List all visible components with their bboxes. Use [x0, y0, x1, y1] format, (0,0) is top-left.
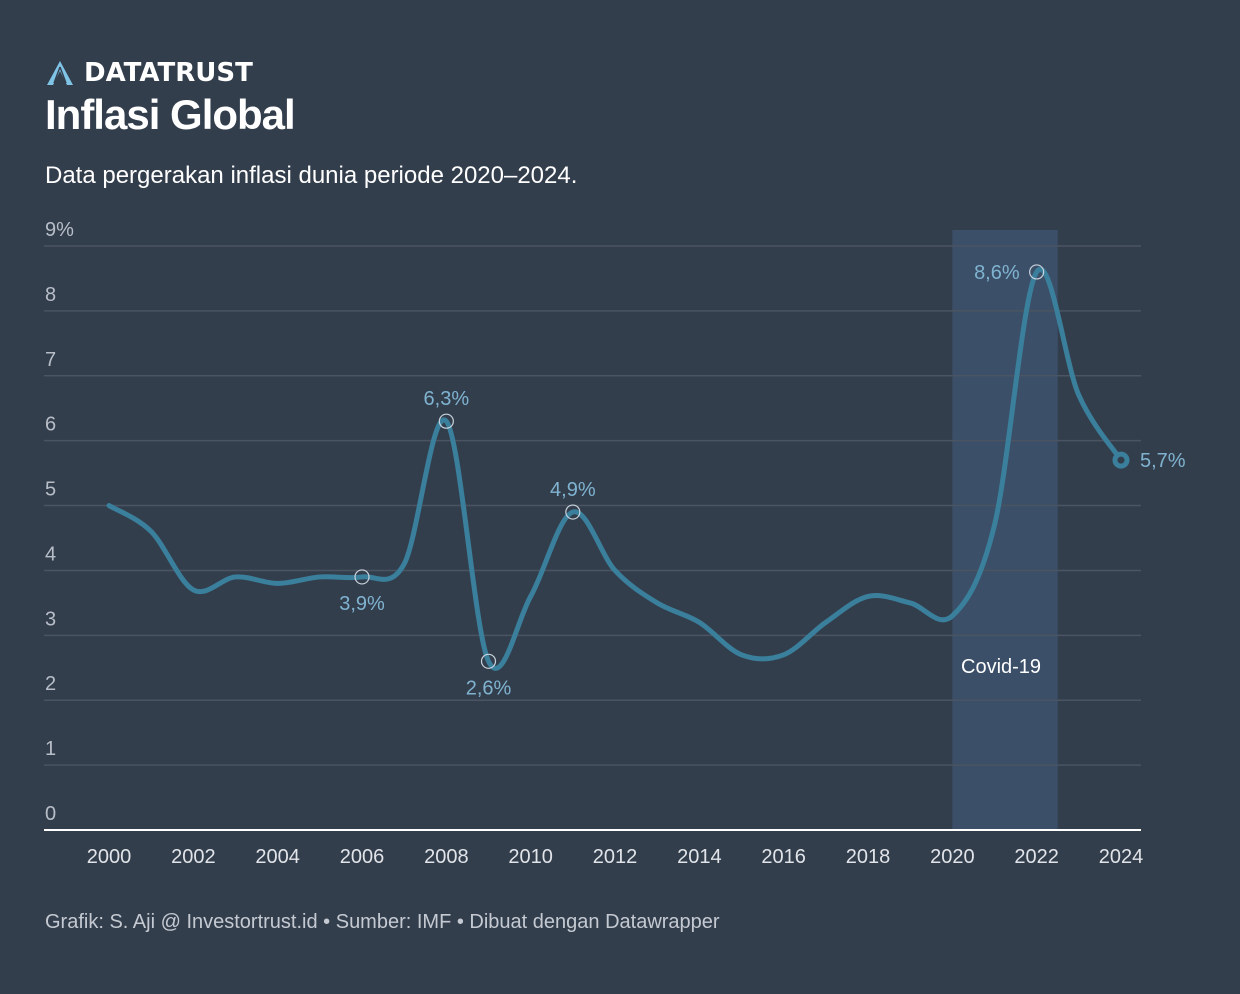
- chart-footer: Grafik: S. Aji @ Investortrust.id • Sumb…: [45, 911, 720, 933]
- y-tick-label: 7: [45, 349, 56, 371]
- y-tick-label: 6: [45, 414, 56, 436]
- x-tick-label: 2008: [424, 846, 469, 868]
- x-tick-label: 2002: [171, 846, 216, 868]
- y-tick-label: 9%: [45, 219, 74, 241]
- data-label-layer: 3,9% 6,3% 2,6% 4,9% 8,6% 5,7% Covid-19: [339, 262, 1186, 699]
- grid-layer: [44, 245, 1141, 831]
- data-label: 2,6%: [466, 677, 512, 699]
- x-tick-label: 2006: [340, 846, 385, 868]
- y-tick-label: 8: [45, 284, 56, 306]
- series-line-inflasi: [106, 266, 1124, 671]
- x-tick-label: 2010: [508, 846, 553, 868]
- x-axis: 2000 2002 2004 2006 2008 2010 2012 2014 2016 2018…: [87, 846, 1144, 868]
- data-point-marker: [1029, 264, 1045, 280]
- endpoint-marker: [1112, 451, 1130, 469]
- covid-annotation-label: Covid-19: [961, 656, 1041, 678]
- y-tick-label: 5: [45, 479, 56, 501]
- y-tick-label: 4: [45, 543, 56, 565]
- x-tick-label: 2012: [593, 846, 638, 868]
- x-tick-label: 2014: [677, 846, 722, 868]
- y-tick-label: 1: [45, 738, 56, 760]
- y-tick-label: 3: [45, 608, 56, 630]
- x-tick-label: 2016: [761, 846, 806, 868]
- brand-name: DATATRUST: [84, 58, 253, 88]
- data-label: 4,9%: [550, 479, 596, 501]
- datatrust-logo-icon: [47, 61, 73, 85]
- x-tick-label: 2020: [930, 846, 975, 868]
- data-label: 5,7%: [1140, 450, 1186, 472]
- data-point-marker: [438, 413, 454, 429]
- data-point-marker: [354, 569, 370, 585]
- chart-title: Inflasi Global: [45, 91, 296, 138]
- y-tick-label: 2: [45, 673, 56, 695]
- chart-subtitle: Data pergerakan inflasi dunia periode 20…: [45, 162, 578, 189]
- data-point-marker: [565, 504, 581, 520]
- series-layer: [106, 266, 1124, 671]
- x-tick-label: 2022: [1014, 846, 1059, 868]
- y-tick-label: 0: [45, 803, 56, 825]
- x-tick-label: 2000: [87, 846, 132, 868]
- covid-highlight-band: [952, 230, 1058, 830]
- y-axis: 0 1 2 3 4 5 6 7 8 9%: [45, 219, 74, 825]
- highlight-band-layer: [952, 230, 1058, 830]
- data-point-marker: [480, 653, 497, 669]
- brand: DATATRUST: [46, 58, 253, 88]
- data-label: 6,3%: [424, 388, 470, 410]
- data-label: 8,6%: [974, 262, 1020, 284]
- x-tick-label: 2024: [1099, 846, 1144, 868]
- data-label: 3,9%: [339, 593, 385, 615]
- x-tick-label: 2004: [255, 846, 300, 868]
- x-tick-label: 2018: [846, 846, 891, 868]
